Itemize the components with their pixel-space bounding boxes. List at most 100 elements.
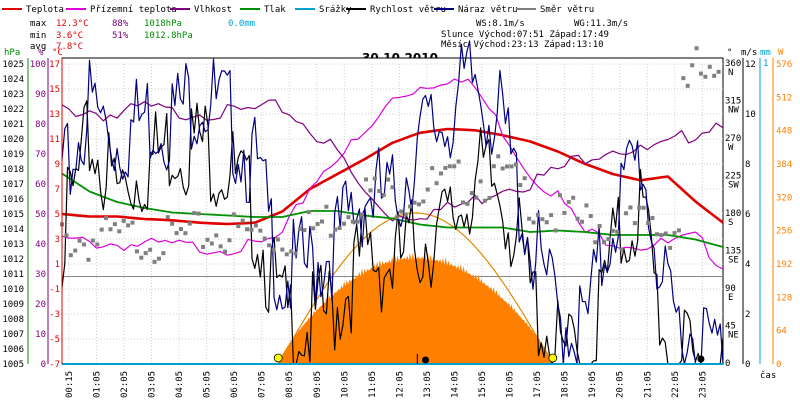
wind-dir-point-61: [328, 233, 333, 238]
tick-x-6: 06:05: [230, 371, 240, 398]
tick-pct-10: 0: [41, 360, 46, 370]
wind-dir-point-31: [196, 211, 201, 216]
tick-x-2: 02:05: [120, 371, 130, 398]
series-p-zemn-teplota: [61, 78, 724, 270]
wind-dir-point-39: [231, 212, 236, 217]
tick-dir-8: 0: [725, 359, 730, 369]
wind-dir-point-109: [540, 217, 545, 222]
moonrise-marker: [697, 355, 705, 363]
wind-dir-point-93: [469, 191, 474, 196]
wind-dir-point-141: [681, 76, 686, 81]
tick-pct-9: 10: [35, 330, 46, 340]
wind-dir-point-46: [262, 236, 267, 241]
wind-dir-point-43: [249, 227, 254, 232]
tick-x-18: 18:05: [561, 371, 571, 398]
wind-dir-point-42: [245, 227, 250, 232]
tick-pct-8: 20: [35, 300, 46, 310]
wind-dir-point-144: [694, 46, 699, 51]
legend-label-1: Přízemní teplota: [90, 5, 177, 15]
wind-dir-point-118: [579, 219, 584, 224]
tick-mm-0: 1: [763, 59, 768, 69]
tick-hpa-0: 1025: [2, 60, 24, 70]
moonset-marker: [422, 356, 430, 364]
tick-hpa-1: 1024: [2, 75, 24, 85]
wind-dir-point-13: [117, 229, 122, 234]
tick-hpa-11: 1014: [2, 225, 24, 235]
tick-dir-6: 90: [725, 284, 736, 294]
wind-dir-point-28: [183, 231, 188, 236]
wind-dir-point-74: [386, 177, 391, 182]
tick-pct-2: 80: [35, 120, 46, 130]
tick-pct-4: 60: [35, 180, 46, 190]
wind-dir-point-15: [126, 223, 131, 228]
wind-dir-point-72: [377, 189, 382, 194]
tick-ms-1: 10: [745, 110, 756, 120]
wind-dir-point-80: [412, 200, 417, 205]
markers-layer: [273, 353, 705, 364]
wind-dir-point-48: [271, 247, 276, 252]
stat-max-press: 1018hPa: [144, 19, 182, 29]
tick-dirlabel-5: SE: [728, 256, 739, 266]
series-teplota: [61, 127, 724, 226]
tick-temp-10: -3: [49, 310, 60, 320]
stat-avg-temp: 7.8°C: [56, 42, 83, 52]
tick-x-3: 03:05: [148, 371, 158, 398]
wind-dir-point-16: [130, 220, 135, 225]
wind-dir-point-33: [205, 237, 210, 242]
wind-dir-point-94: [474, 195, 479, 200]
unit-w: W: [778, 48, 784, 58]
wind-dir-point-83: [425, 187, 430, 192]
legend-label-4: Srážky: [319, 5, 352, 15]
wind-dir-point-37: [223, 249, 228, 254]
tick-hpa-12: 1013: [2, 240, 24, 250]
wind-dir-point-49: [275, 237, 280, 242]
wind-dir-point-132: [641, 205, 646, 210]
wind-dir-point-57: [311, 226, 316, 231]
wind-dir-point-9: [99, 227, 104, 232]
wind-dir-point-8: [95, 242, 100, 247]
wind-dir-point-137: [663, 231, 668, 236]
tick-dir-1: 315: [725, 97, 741, 107]
stat-avg-label: avg: [30, 42, 46, 52]
legend-label-0: Teplota: [26, 5, 64, 15]
wind-dir-point-96: [483, 198, 488, 203]
wind-dir-point-120: [588, 214, 593, 219]
stat-min-temp: 3.6°C: [56, 31, 83, 41]
wind-dir-point-53: [293, 251, 298, 256]
wind-dir-point-47: [267, 243, 272, 248]
tick-hpa-4: 1021: [2, 120, 24, 130]
wind-dir-point-101: [505, 164, 510, 169]
wind-dir-point-77: [399, 209, 404, 214]
wind-dir-point-6: [86, 257, 91, 262]
wind-dir-point-70: [368, 188, 373, 193]
wind-dir-point-142: [685, 83, 690, 88]
tick-pct-5: 50: [35, 210, 46, 220]
wind-dir-point-55: [302, 228, 307, 233]
wind-dir-point-35: [214, 233, 219, 238]
series-rychlost-v-tru: [61, 100, 724, 365]
wind-dir-point-44: [253, 223, 258, 228]
wind-dir-point-73: [381, 192, 386, 197]
wind-dir-point-129: [628, 205, 633, 210]
tick-x-15: 15:05: [478, 371, 488, 398]
tick-temp-11: -5: [49, 335, 60, 345]
wind-dir-point-69: [364, 177, 369, 182]
tick-ms-5: 2: [745, 310, 750, 320]
wind-dir-point-64: [342, 221, 347, 226]
tick-x-22: 22:05: [671, 371, 681, 398]
tick-pct-7: 30: [35, 270, 46, 280]
wind-dir-point-20: [148, 247, 153, 252]
tick-w-4: 320: [776, 193, 792, 203]
wind-dir-point-122: [597, 224, 602, 229]
wind-dir-point-113: [557, 193, 562, 198]
tick-x-13: 13:05: [423, 371, 433, 398]
tick-x-9: 09:05: [313, 371, 323, 398]
tick-temp-6: 5: [55, 210, 60, 220]
stat-ws: WS:8.1m/s: [476, 19, 525, 29]
tick-x-17: 17:05: [533, 371, 543, 398]
legend-label-3: Tlak: [264, 5, 286, 15]
tick-x-5: 05:05: [203, 371, 213, 398]
tick-temp-5: 7: [55, 185, 60, 195]
tick-dir-3: 225: [725, 172, 741, 182]
series-n-raz-v-tru: [61, 40, 724, 365]
